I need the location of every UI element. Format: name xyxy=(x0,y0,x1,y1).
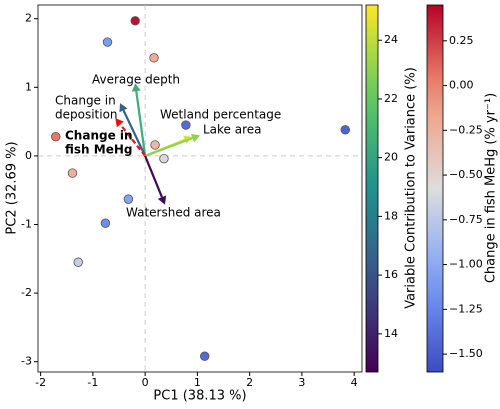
arrow-head xyxy=(190,133,200,143)
arrow-shaft xyxy=(144,155,163,198)
arrow-shaft xyxy=(122,109,147,157)
x-axis-label: PC1 (38.13 %) xyxy=(153,389,246,404)
arrow-head xyxy=(115,118,124,128)
x-tick-label: 2 xyxy=(246,376,253,389)
y-tick-label: -2 xyxy=(21,286,32,299)
sample-point xyxy=(100,218,111,228)
loading-label: deposition xyxy=(55,108,118,122)
arrow-head xyxy=(119,103,128,113)
loading-arrow xyxy=(119,103,147,157)
colorbar-tick-label: 20 xyxy=(384,151,398,164)
arrow-shaft xyxy=(135,90,147,157)
sample-point xyxy=(159,153,169,164)
y-tick-label: -3 xyxy=(21,355,32,368)
colorbar-tick-label: 18 xyxy=(384,209,398,222)
arrow-shaft xyxy=(119,123,146,157)
loading-arrow xyxy=(115,118,146,157)
sample-point xyxy=(73,257,83,267)
colorbar-tick-label: 22 xyxy=(384,92,398,105)
x-tick-label: 4 xyxy=(351,376,358,389)
sample-point xyxy=(51,132,61,142)
loading-label: Average depth xyxy=(92,73,180,87)
sample-point xyxy=(150,140,160,150)
colorbar xyxy=(426,4,444,373)
colorbar-tick-label: 14 xyxy=(384,327,398,340)
loading-label: Change in xyxy=(55,94,116,108)
arrow-head xyxy=(131,83,141,92)
colorbar-tick-label: −1.00 xyxy=(449,258,483,271)
colorbar-tick-label: 0.25 xyxy=(449,34,474,47)
x-tick-label: 0 xyxy=(142,376,149,389)
sample-point xyxy=(181,120,191,130)
colorbar-tick-label: −1.25 xyxy=(449,302,483,315)
sample-point xyxy=(123,194,134,204)
loading-arrow xyxy=(144,155,167,205)
colorbar xyxy=(365,4,379,373)
colorbar-tick-label: 0.00 xyxy=(449,79,474,92)
sample-point xyxy=(67,168,78,178)
loading-label: Change in xyxy=(65,129,133,143)
loading-label: Wetland percentage xyxy=(160,108,281,122)
colorbar-tick-label: −0.25 xyxy=(449,123,483,136)
x-tick-label: 1 xyxy=(194,376,201,389)
loading-label: fish MeHg xyxy=(65,143,132,157)
mehg-colorbar-label: Change in fish MeHg (% yr⁻¹) xyxy=(484,93,499,283)
sample-point xyxy=(102,37,113,47)
colorbar-tick-label: −1.50 xyxy=(449,347,483,360)
colorbar-tick-label: 24 xyxy=(384,33,398,46)
plot-frame xyxy=(37,4,363,373)
loading-arrow xyxy=(131,83,147,157)
sample-point xyxy=(149,53,159,63)
loading-label: Watershed area xyxy=(126,206,221,220)
y-tick-label: 0 xyxy=(25,149,32,162)
colorbar-tick-label: −0.75 xyxy=(449,213,483,226)
x-tick-label: -2 xyxy=(35,376,46,389)
colorbar-tick-label: −0.50 xyxy=(449,168,483,181)
contribution-colorbar-label: Variable Contribution to Variance (%) xyxy=(404,67,419,309)
arrow-shaft xyxy=(144,137,193,157)
sample-point xyxy=(130,16,140,26)
x-tick-label: 3 xyxy=(298,376,305,389)
sample-point xyxy=(340,125,350,135)
x-tick-label: -1 xyxy=(87,376,98,389)
sample-point xyxy=(200,351,210,361)
y-tick-label: -1 xyxy=(21,218,32,231)
loading-arrow xyxy=(144,133,200,157)
arrow-head xyxy=(157,195,167,205)
y-tick-label: 1 xyxy=(25,80,32,93)
y-axis-label: PC2 (32.69 %) xyxy=(5,141,20,234)
y-tick-label: 2 xyxy=(25,12,32,25)
colorbar-tick-label: 16 xyxy=(384,268,398,281)
loading-label: Lake area xyxy=(203,123,262,137)
